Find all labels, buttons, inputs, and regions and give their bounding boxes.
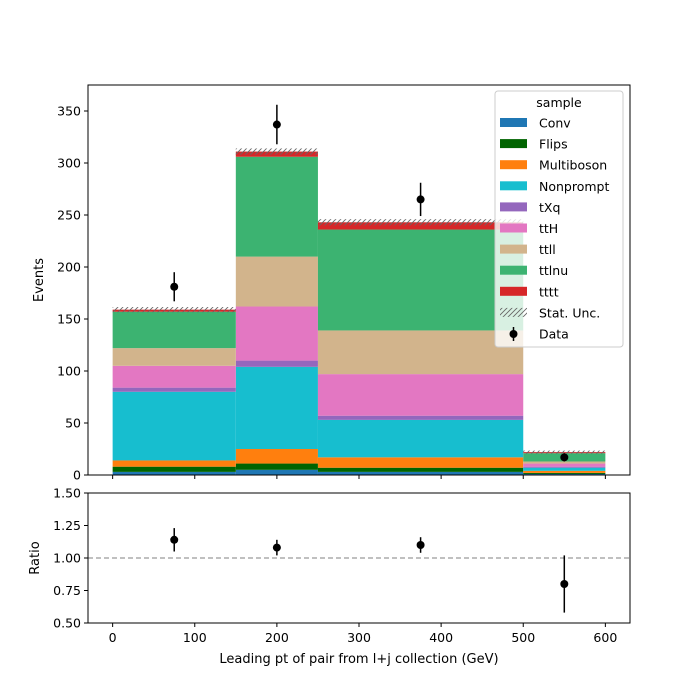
bar-ttll-bin-1 [235, 256, 318, 307]
bar-flips-bin-3 [523, 472, 606, 474]
x-tick-label: 0 [109, 630, 117, 645]
stat-unc-bin-0 [112, 307, 236, 313]
legend-swatch-tttt [500, 286, 527, 296]
bar-multiboson-bin-0 [112, 460, 236, 467]
ratio-y-tick-label: 0.75 [53, 583, 81, 598]
bar-txq-bin-2 [317, 415, 524, 420]
y-tick-label: 200 [57, 260, 81, 275]
bar-ttll-bin-0 [112, 348, 236, 366]
x-axis-label: Leading pt of pair from l+j collection (… [219, 652, 498, 667]
bar-ttlnu-bin-0 [112, 311, 236, 349]
bar-tth-bin-3 [523, 463, 606, 467]
stat-unc-bin-2 [317, 219, 524, 226]
x-tick-label: 500 [511, 630, 535, 645]
stat-unc-bin-3 [523, 450, 606, 454]
legend-label-flips: Flips [539, 137, 568, 152]
ratio-point [416, 541, 425, 549]
legend-title: sample [536, 95, 582, 110]
x-tick-label: 600 [593, 630, 617, 645]
bar-flips-bin-2 [317, 467, 524, 472]
legend-swatch-multiboson [500, 160, 527, 170]
x-tick-label: 100 [183, 630, 207, 645]
data-point [416, 195, 425, 204]
main-axes: 0 50 100 150 200 250 300 350 [57, 84, 631, 483]
ratio-y-tick-label: 1.00 [53, 551, 81, 566]
legend-label-tth: ttH [539, 221, 558, 236]
legend-data-marker [509, 330, 518, 338]
legend-label-txq: tXq [539, 200, 560, 215]
bar-tttt-bin-2 [317, 222, 524, 230]
bar-nonprompt-bin-2 [317, 419, 524, 458]
ratio-y-tick-label: 1.50 [53, 486, 81, 501]
ratio-axes: 0.50 0.75 1.00 1.25 1.50 0 100 200 300 400 500 600 [53, 486, 631, 645]
bar-tth-bin-0 [112, 365, 236, 388]
data-point [170, 282, 179, 291]
bar-conv-bin-1 [235, 469, 318, 475]
bar-conv-bin-2 [317, 471, 524, 475]
bar-txq-bin-3 [523, 466, 606, 468]
bar-tth-bin-2 [317, 374, 524, 416]
y-tick-label: 150 [57, 312, 81, 327]
bar-ttlnu-bin-1 [235, 156, 318, 257]
bar-multiboson-bin-3 [523, 470, 606, 473]
bar-conv-bin-3 [523, 473, 606, 475]
y-tick-label: 350 [57, 104, 81, 119]
legend-label-conv: Conv [539, 116, 571, 131]
legend-label-multiboson: Multiboson [539, 158, 607, 173]
data-point [272, 120, 281, 129]
ratio-point [170, 535, 179, 544]
bar-multiboson-bin-2 [317, 457, 524, 468]
bar-tth-bin-1 [235, 306, 318, 361]
y-axis-label-main: Events [32, 258, 47, 302]
legend-label-nonprompt: Nonprompt [539, 179, 609, 194]
main-stack-plot [112, 104, 606, 475]
legend-label-stat-unc: Stat. Unc. [539, 305, 600, 320]
bar-txq-bin-0 [112, 387, 236, 392]
bar-flips-bin-0 [112, 466, 236, 472]
legend-swatch-flips [500, 139, 527, 149]
legend: sample Conv Flips Multiboson Nonprompt tXq ttH… [494, 90, 624, 348]
y-tick-label: 300 [57, 156, 81, 171]
legend-swatch-ttlnu [500, 265, 527, 275]
x-tick-label: 400 [429, 630, 453, 645]
bar-ttll-bin-2 [317, 330, 524, 375]
ratio-point [560, 580, 569, 588]
legend-label-ttll: ttll [539, 242, 556, 257]
legend-swatch-nonprompt [500, 181, 527, 191]
ratio-y-tick-label: 1.25 [53, 518, 81, 533]
bar-multiboson-bin-1 [235, 449, 318, 464]
legend-box [494, 90, 624, 348]
legend-label-data: Data [539, 327, 569, 342]
x-tick-label: 200 [265, 630, 289, 645]
legend-label-ttlnu: ttlnu [539, 263, 568, 278]
legend-swatch-stat-unc [500, 307, 527, 317]
ratio-plot [88, 528, 630, 613]
bar-conv-bin-0 [112, 471, 236, 475]
legend-swatch-conv [500, 118, 527, 127]
data-point [560, 453, 569, 462]
stat-unc-bin-1 [235, 148, 318, 155]
y-axis-label-ratio: Ratio [28, 541, 43, 574]
bar-flips-bin-1 [235, 463, 318, 470]
legend-label-tttt: tttt [539, 284, 559, 299]
ratio-point [272, 543, 281, 552]
bar-ttlnu-bin-2 [317, 229, 524, 331]
legend-swatch-ttll [500, 244, 527, 254]
bar-nonprompt-bin-3 [523, 467, 606, 471]
ratio-y-tick-label: 0.50 [53, 616, 81, 631]
y-tick-label: 100 [57, 364, 81, 379]
y-tick-label: 250 [57, 208, 81, 223]
x-tick-label: 300 [347, 630, 371, 645]
y-tick-label: 0 [73, 468, 81, 483]
y-tick-label: 50 [65, 416, 81, 431]
legend-swatch-txq [500, 202, 527, 212]
bar-txq-bin-1 [235, 360, 318, 367]
bar-nonprompt-bin-1 [235, 366, 318, 449]
bar-ttll-bin-3 [523, 461, 606, 464]
legend-swatch-tth [500, 223, 527, 233]
bar-nonprompt-bin-0 [112, 391, 236, 461]
